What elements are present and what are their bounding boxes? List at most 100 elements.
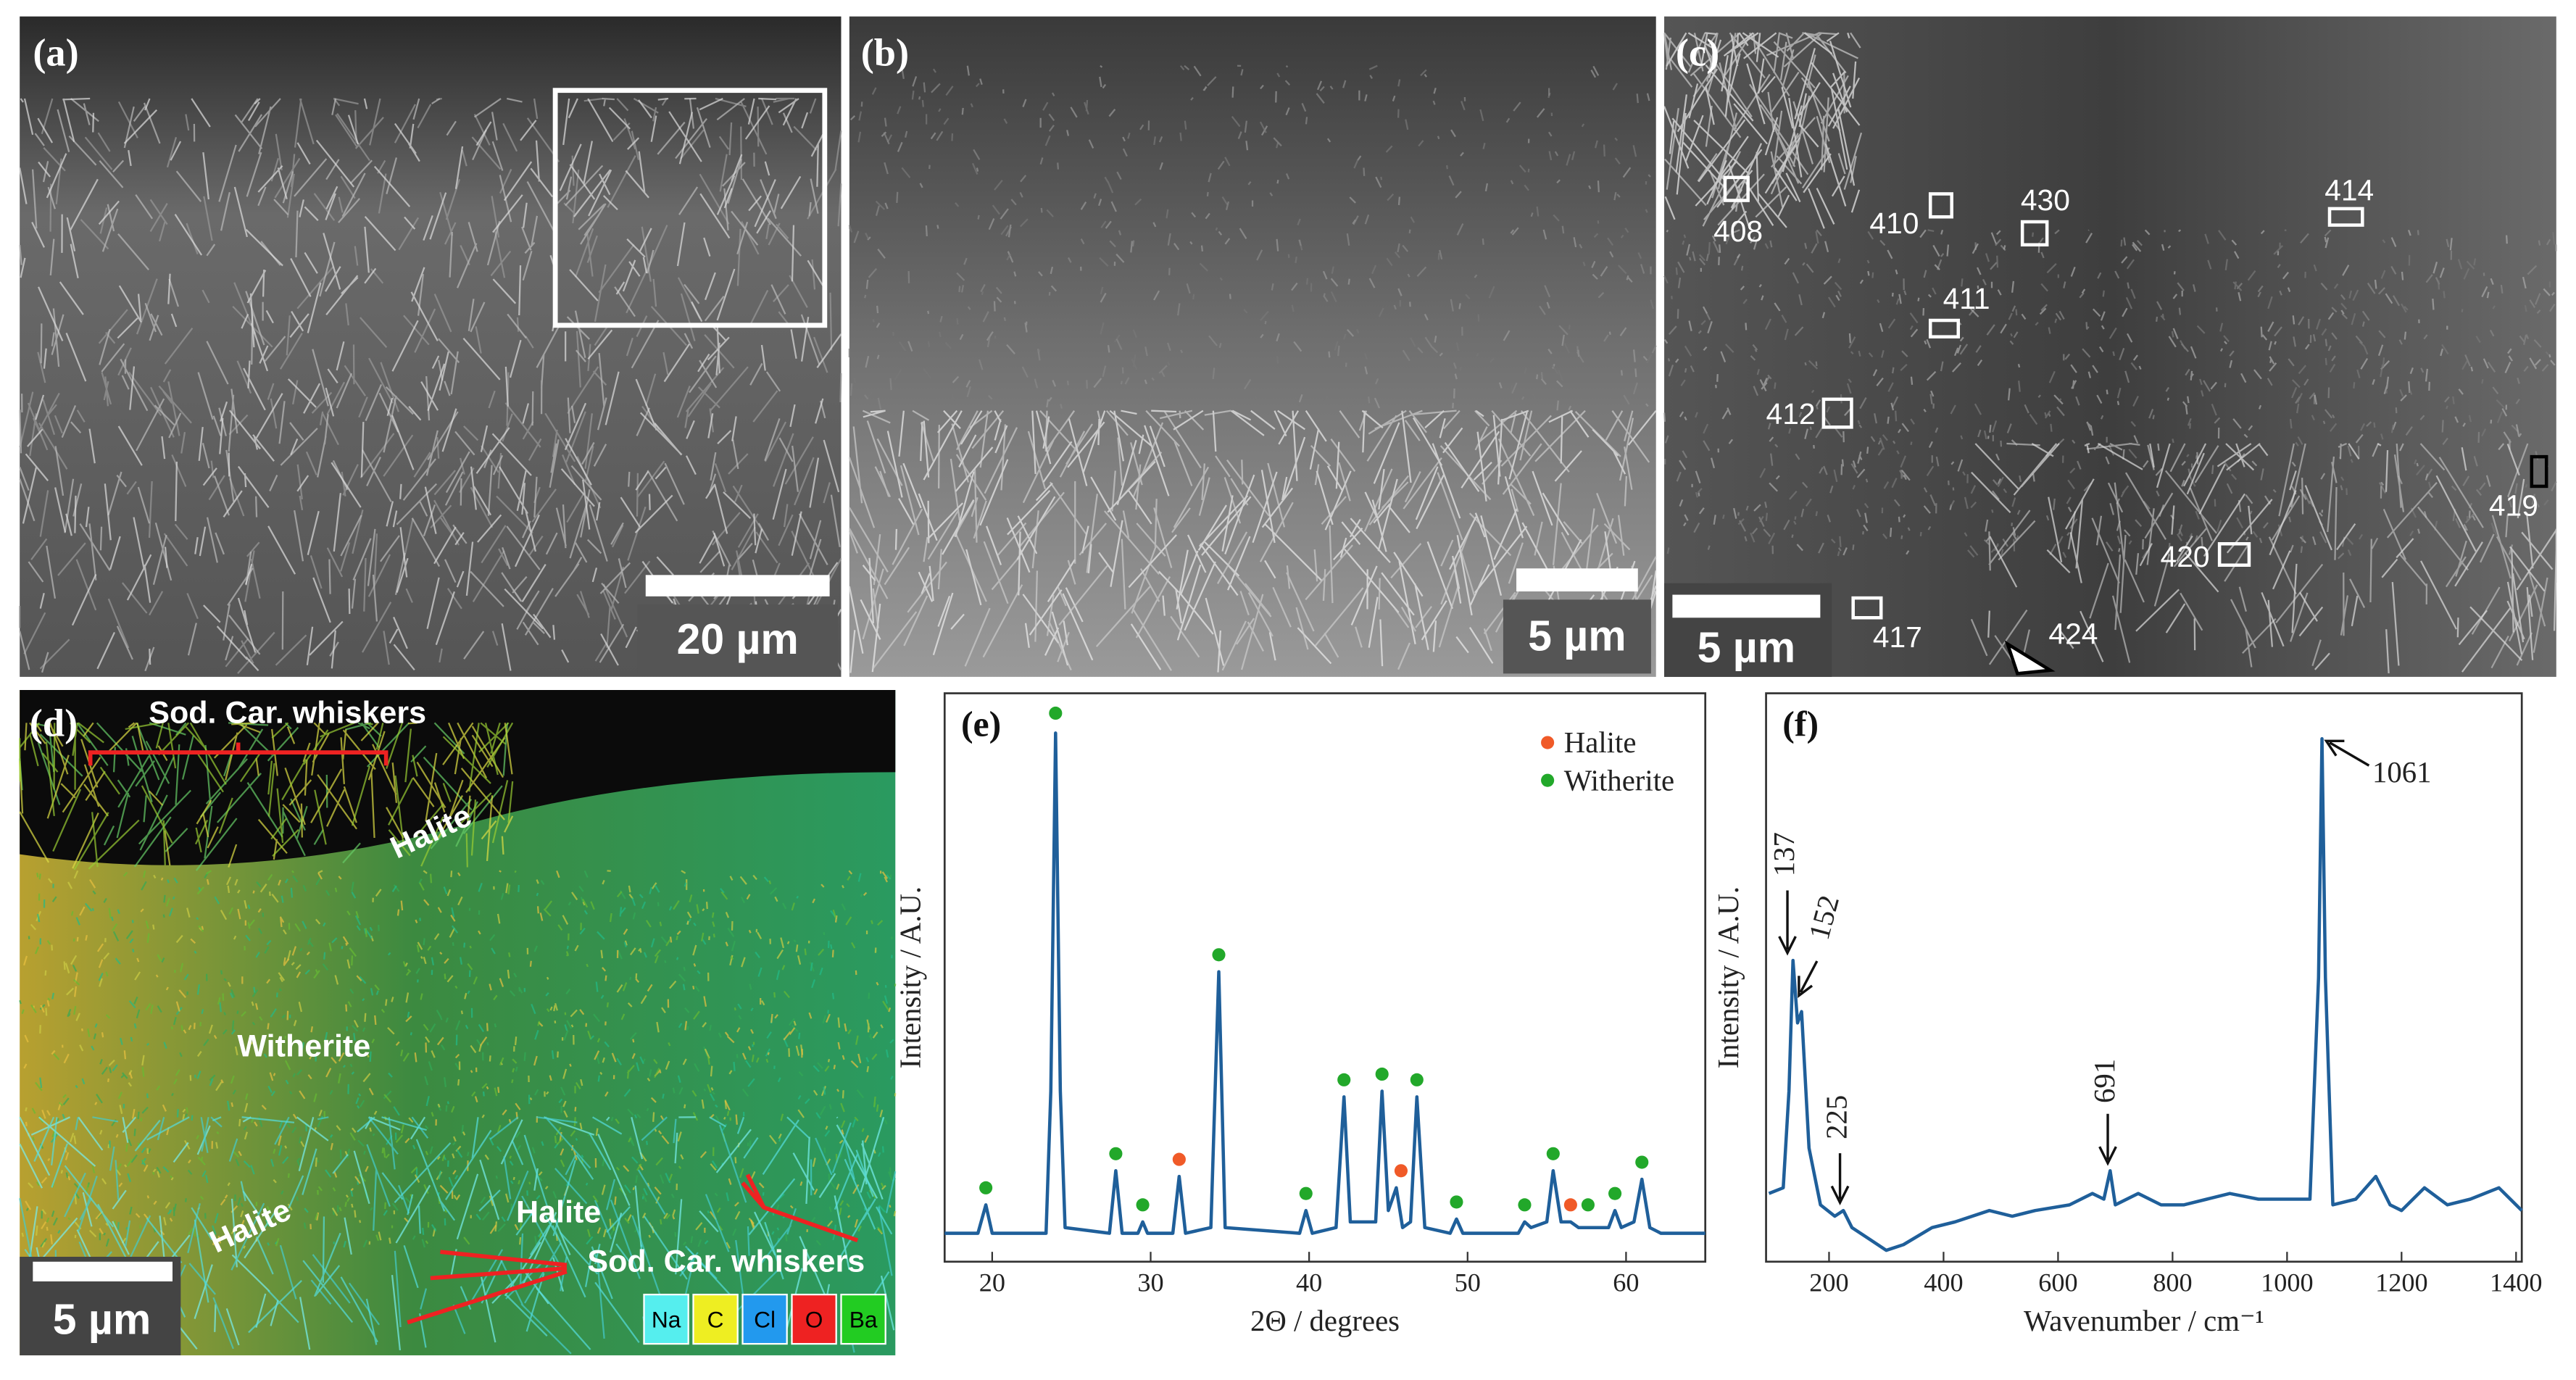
panel-label: (b): [861, 31, 909, 75]
x-axis-label: 2Θ / degrees: [1250, 1305, 1400, 1337]
phase-marker: [1049, 706, 1063, 720]
scale-label: 5 µm: [1698, 624, 1795, 671]
phase-marker: [1546, 1147, 1560, 1160]
phase-marker: [1212, 948, 1226, 962]
panel-label: (e): [961, 704, 1001, 744]
phase-marker: [1450, 1195, 1463, 1209]
panel-label: (a): [33, 31, 78, 75]
texture: [19, 722, 897, 1355]
legend-label: Ba: [849, 1306, 878, 1332]
region-label: 420: [2161, 540, 2210, 573]
phase-marker: [1299, 1186, 1313, 1200]
plot-frame: [1765, 692, 2523, 1263]
region-box: [1821, 397, 1853, 429]
region-label: 408: [1713, 215, 1763, 248]
region-box: [2327, 207, 2364, 227]
whiskers: [848, 410, 1657, 671]
legend-swatch: [741, 1293, 788, 1345]
phase-marker: [1109, 1147, 1123, 1160]
whiskers: [1663, 229, 2557, 556]
region-label: 419: [2489, 489, 2538, 523]
x-tick-label: 600: [2038, 1268, 2077, 1297]
sem-image-c: [1664, 16, 2556, 677]
phase-marker: [1608, 1186, 1622, 1200]
spectrum-line: [1768, 737, 2523, 1252]
scale-label: 20 µm: [677, 616, 799, 663]
x-tick-label: 1200: [2375, 1268, 2428, 1297]
legend-label: Halite: [1564, 726, 1637, 759]
whiskers: [1970, 442, 2548, 669]
legend-swatch: [791, 1293, 837, 1345]
region-box: [2530, 454, 2548, 489]
charts: 20 30 40 50 60 2Θ / degrees Intensity / A.U. (e…: [894, 692, 2543, 1337]
whiskers: [19, 870, 894, 1248]
region-box: [2217, 542, 2251, 568]
whiskers: [19, 722, 514, 870]
peak-label: 691: [2088, 1059, 2121, 1103]
whiskers: [24, 1116, 893, 1355]
arrow: [1778, 890, 1797, 956]
phase-marker: [1337, 1073, 1351, 1086]
region-box: [1928, 318, 1961, 338]
spectrum-line: [944, 731, 1705, 1235]
bracket: [88, 742, 389, 766]
x-tick-label: 60: [1613, 1268, 1639, 1297]
arrow: [2324, 739, 2370, 767]
annotation: Sod. Car. whiskers: [149, 695, 426, 730]
panel-label: (c): [1676, 31, 1719, 75]
scale-bar: [33, 1261, 173, 1281]
phase-marker: [1172, 1152, 1186, 1166]
whiskers: [1664, 229, 2557, 560]
region-label: 412: [1766, 397, 1816, 431]
x-tick-label: 200: [1809, 1268, 1848, 1297]
scale-box: [637, 604, 838, 674]
legend-marker: [1541, 773, 1555, 787]
sem-image-b: [849, 16, 1656, 677]
scale-label: 5 µm: [53, 1297, 151, 1344]
x-tick-label: 400: [1924, 1268, 1963, 1297]
scale-bar: [1516, 568, 1638, 592]
arrow: [1830, 1153, 1850, 1205]
phase-marker: [1635, 1155, 1649, 1169]
x-tick-label: 800: [2153, 1268, 2192, 1297]
zoom-box: [552, 88, 828, 328]
legend-label: O: [805, 1306, 823, 1332]
region-label: 430: [2021, 183, 2070, 217]
scale-label: 5 µm: [1528, 613, 1626, 660]
legend-swatch: [692, 1293, 739, 1345]
panel-label: (d): [30, 701, 78, 744]
peak-label: 137: [1768, 832, 1800, 876]
scale-box: [1503, 599, 1651, 674]
whiskers: [19, 1116, 897, 1355]
sem-image-a: [20, 16, 842, 677]
legend-marker: [1541, 736, 1555, 749]
annotation: Sod. Car. whiskers: [587, 1244, 865, 1279]
legend-label: Cl: [754, 1306, 776, 1332]
legend-label: Witherite: [1564, 764, 1674, 797]
phase-marker: [1563, 1198, 1577, 1212]
whiskers: [1663, 32, 1863, 227]
phase-marker: [1136, 1198, 1150, 1212]
annotation: Halite: [516, 1194, 601, 1229]
phase-marker: [1410, 1073, 1424, 1086]
whiskers: [19, 97, 842, 672]
y-axis-label: Intensity / A.U.: [1712, 886, 1745, 1068]
texture: [1663, 32, 2557, 673]
region-label: 411: [1943, 282, 1990, 315]
y-axis-label: Intensity / A.U.: [894, 886, 926, 1068]
arrow: [407, 1173, 859, 1325]
x-tick-label: 20: [979, 1268, 1005, 1297]
phase-marker: [979, 1181, 993, 1194]
region-label: 414: [2324, 174, 2374, 207]
peak-label: 225: [1821, 1095, 1853, 1139]
phase-marker: [1375, 1067, 1389, 1081]
region-label: 424: [2048, 618, 2098, 651]
phase-marker: [1518, 1198, 1532, 1212]
region-box: [1851, 596, 1883, 620]
annotation: Witherite: [237, 1028, 370, 1063]
x-tick-label: 1000: [2261, 1268, 2314, 1297]
x-tick-label: 1400: [2490, 1268, 2543, 1297]
phase-marker: [1581, 1198, 1595, 1212]
plot-frame: [943, 692, 1707, 1263]
